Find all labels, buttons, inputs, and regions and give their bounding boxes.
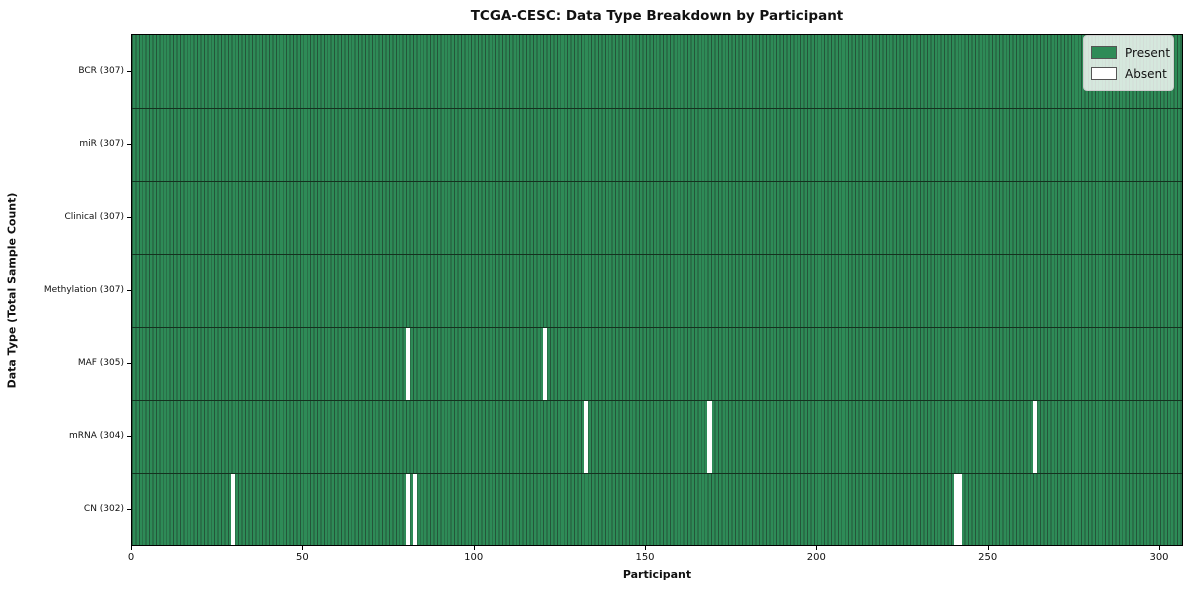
present-swatch-icon xyxy=(1091,46,1117,59)
y-tick-mark xyxy=(127,436,131,438)
row-divider xyxy=(132,400,1182,402)
x-tick-mark xyxy=(473,546,475,550)
legend: Present Absent xyxy=(1083,35,1174,91)
absent-cell-CN-29 xyxy=(230,473,236,545)
row-divider xyxy=(132,327,1182,329)
y-tick-label-MAF: MAF (305) xyxy=(77,358,124,369)
x-tick-label: 100 xyxy=(464,552,484,563)
y-tick-label-miR: miR (307) xyxy=(79,138,124,149)
x-axis-label: Participant xyxy=(622,568,692,581)
y-tick-label-Clinical: Clinical (307) xyxy=(64,211,124,222)
absent-cell-MAF-120 xyxy=(542,327,548,401)
legend-label-present: Present xyxy=(1125,45,1171,60)
y-tick-mark xyxy=(127,143,131,145)
x-tick-mark xyxy=(302,546,304,550)
absent-cell-MAF-80 xyxy=(405,327,410,401)
absent-cell-CN-80 xyxy=(405,473,410,545)
x-tick-label: 0 xyxy=(127,552,135,563)
absent-cell-CN-241 xyxy=(957,473,962,545)
x-tick-mark xyxy=(131,546,132,550)
absent-cell-mRNA-132 xyxy=(583,400,589,474)
row-divider xyxy=(132,473,1182,475)
row-divider xyxy=(132,180,1182,182)
absent-swatch-icon xyxy=(1091,67,1117,80)
heatmap-plot-area xyxy=(131,34,1183,546)
x-tick-label: 300 xyxy=(1149,552,1169,563)
y-tick-label-Methylation: Methylation (307) xyxy=(43,285,124,295)
y-tick-label-CN: CN (302) xyxy=(83,504,124,515)
y-tick-mark xyxy=(127,509,131,511)
y-tick-mark xyxy=(127,363,131,365)
y-tick-label-mRNA: mRNA (304) xyxy=(69,431,124,442)
x-tick-mark xyxy=(645,546,646,550)
y-tick-mark xyxy=(127,70,131,72)
x-tick-mark xyxy=(1159,546,1160,550)
y-tick-mark xyxy=(127,290,131,291)
absent-cell-CN-82 xyxy=(412,473,417,545)
legend-item-absent: Absent xyxy=(1091,63,1167,84)
legend-label-absent: Absent xyxy=(1125,66,1167,81)
absent-cell-mRNA-168 xyxy=(707,400,712,474)
y-tick-label-BCR: BCR (307) xyxy=(78,65,124,76)
absent-cell-mRNA-263 xyxy=(1032,400,1038,474)
absent-cell-CN-240 xyxy=(954,473,959,545)
x-tick-label: 250 xyxy=(978,552,998,563)
legend-item-present: Present xyxy=(1091,42,1170,63)
chart-title: TCGA-CESC: Data Type Breakdown by Partic… xyxy=(470,8,844,24)
x-tick-mark xyxy=(816,546,818,550)
x-tick-label: 200 xyxy=(806,552,826,563)
row-divider xyxy=(132,107,1182,109)
y-tick-mark xyxy=(127,216,131,218)
x-tick-label: 150 xyxy=(635,552,655,563)
row-divider xyxy=(132,253,1182,255)
x-tick-label: 50 xyxy=(295,552,309,563)
x-tick-mark xyxy=(987,546,989,550)
